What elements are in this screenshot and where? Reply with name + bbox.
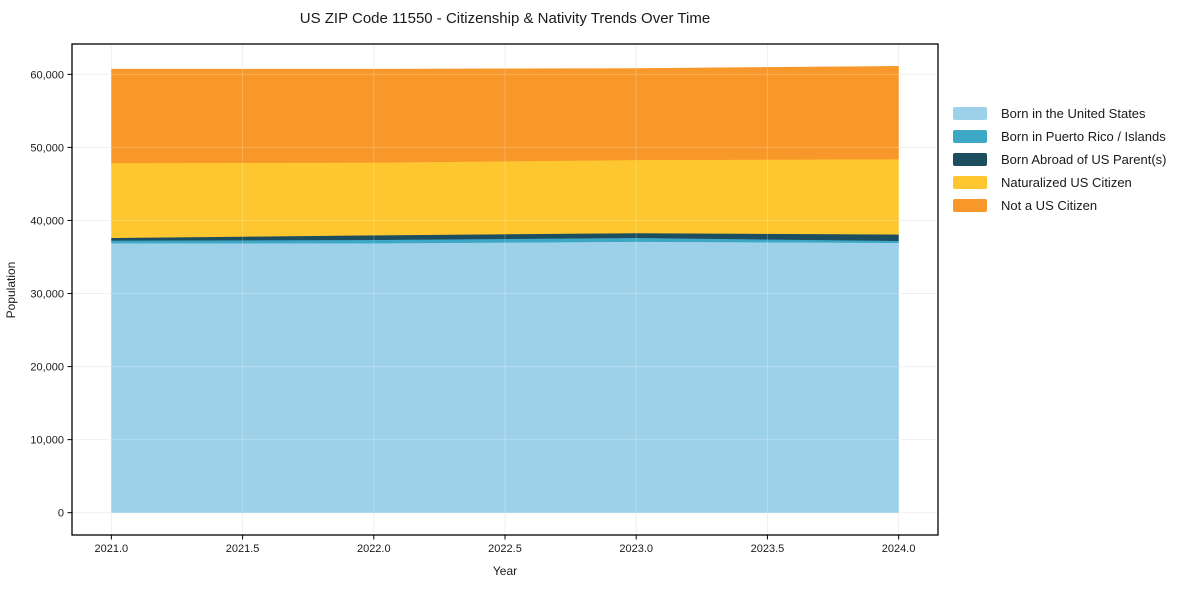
y-tick-label: 50,000 <box>30 142 64 154</box>
y-tick-label: 0 <box>58 508 64 520</box>
x-tick-label: 2022.5 <box>488 543 522 555</box>
legend-label: Born in Puerto Rico / Islands <box>1001 129 1166 144</box>
y-axis-label: Population <box>4 262 18 319</box>
x-tick-label: 2021.5 <box>226 543 260 555</box>
x-tick-label: 2021.0 <box>95 543 129 555</box>
legend-swatch <box>953 107 987 120</box>
area-series-group <box>111 65 899 513</box>
legend-label: Not a US Citizen <box>1001 198 1098 213</box>
legend-item: Born in the United States <box>953 102 1166 125</box>
y-tick-label: 30,000 <box>30 289 64 301</box>
area-not-a-us-citizen <box>111 65 899 164</box>
gridlines-overlay <box>72 44 938 535</box>
legend-swatch <box>953 130 987 143</box>
axis-ticks: 2021.0 2021.5 2022.0 2022.5 2023.0 2023.5 2024… <box>30 69 915 555</box>
legend-label: Naturalized US Citizen <box>1001 175 1132 190</box>
legend-label: Born Abroad of US Parent(s) <box>1001 152 1167 167</box>
x-tick-label: 2023.5 <box>751 543 785 555</box>
y-tick-label: 40,000 <box>30 215 64 227</box>
y-tick-label: 20,000 <box>30 362 64 374</box>
y-tick-label: 10,000 <box>30 435 64 447</box>
x-tick-label: 2023.0 <box>619 543 653 555</box>
legend-label: Born in the United States <box>1001 106 1146 121</box>
legend-item: Born in Puerto Rico / Islands <box>953 125 1166 148</box>
legend-swatch <box>953 176 987 189</box>
legend-item: Born Abroad of US Parent(s) <box>953 148 1166 171</box>
x-tick-label: 2024.0 <box>882 543 916 555</box>
y-tick-label: 60,000 <box>30 69 64 81</box>
legend-swatch <box>953 199 987 212</box>
legend-swatch <box>953 153 987 166</box>
legend-item: Naturalized US Citizen <box>953 171 1166 194</box>
legend-item: Not a US Citizen <box>953 194 1166 217</box>
chart-legend: Born in the United States Born in Puerto … <box>953 102 1166 217</box>
x-tick-label: 2022.0 <box>357 543 391 555</box>
chart-title: US ZIP Code 11550 - Citizenship & Nativi… <box>300 10 710 27</box>
x-axis-label: Year <box>493 564 517 578</box>
